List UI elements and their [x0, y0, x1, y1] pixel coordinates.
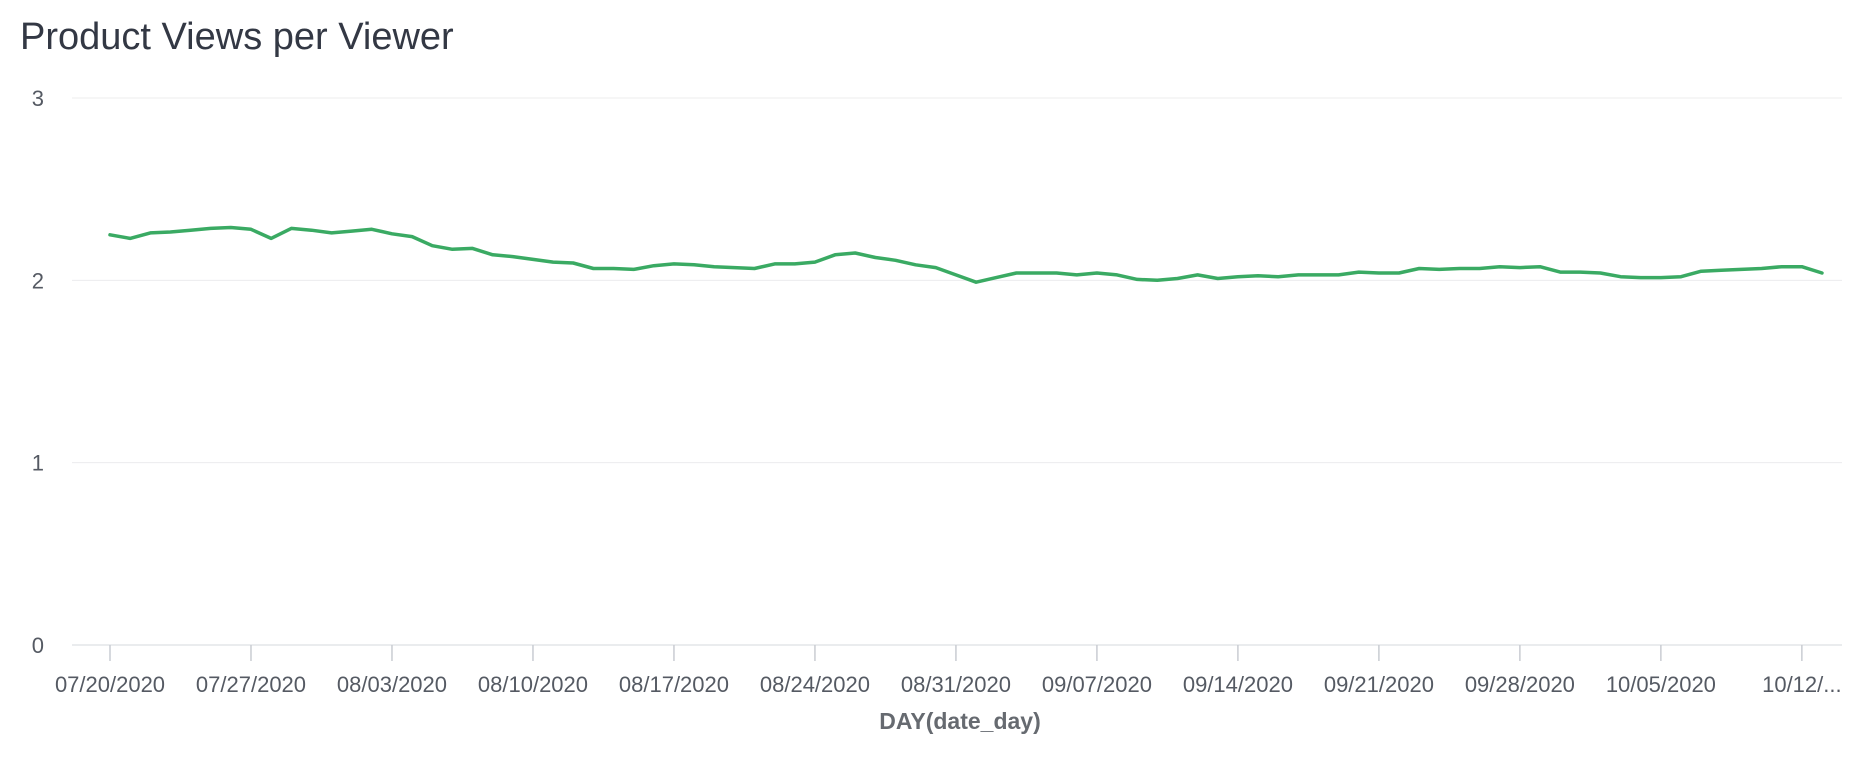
- x-tick-label: 09/07/2020: [1042, 672, 1152, 697]
- x-axis-ticks: 07/20/2020 07/27/2020 08/03/2020 08/10/2020…: [55, 645, 1842, 697]
- x-tick-label: 10/12/...: [1762, 672, 1842, 697]
- x-tick-label: 08/03/2020: [337, 672, 447, 697]
- x-tick-label: 08/10/2020: [478, 672, 588, 697]
- x-tick-label: 07/27/2020: [196, 672, 306, 697]
- x-tick-label: 08/31/2020: [901, 672, 1011, 697]
- x-tick-label: 09/28/2020: [1465, 672, 1575, 697]
- y-tick-label: 0: [32, 633, 44, 658]
- x-tick-label: 08/17/2020: [619, 672, 729, 697]
- grid-lines: [72, 97, 1842, 646]
- x-axis-label: DAY(date_day): [879, 708, 1040, 734]
- series-line: [108, 225, 1824, 284]
- x-tick-label: 07/20/2020: [55, 672, 165, 697]
- x-tick-label: 09/21/2020: [1324, 672, 1434, 697]
- y-axis-ticks: 0 1 2 3: [32, 86, 44, 658]
- x-tick-label: 10/05/2020: [1606, 672, 1716, 697]
- x-tick-label: 08/24/2020: [760, 672, 870, 697]
- y-tick-label: 3: [32, 86, 44, 111]
- y-tick-label: 2: [32, 268, 44, 293]
- chart-title: Product Views per Viewer: [20, 16, 454, 58]
- y-tick-label: 1: [32, 451, 44, 476]
- x-tick-label: 09/14/2020: [1183, 672, 1293, 697]
